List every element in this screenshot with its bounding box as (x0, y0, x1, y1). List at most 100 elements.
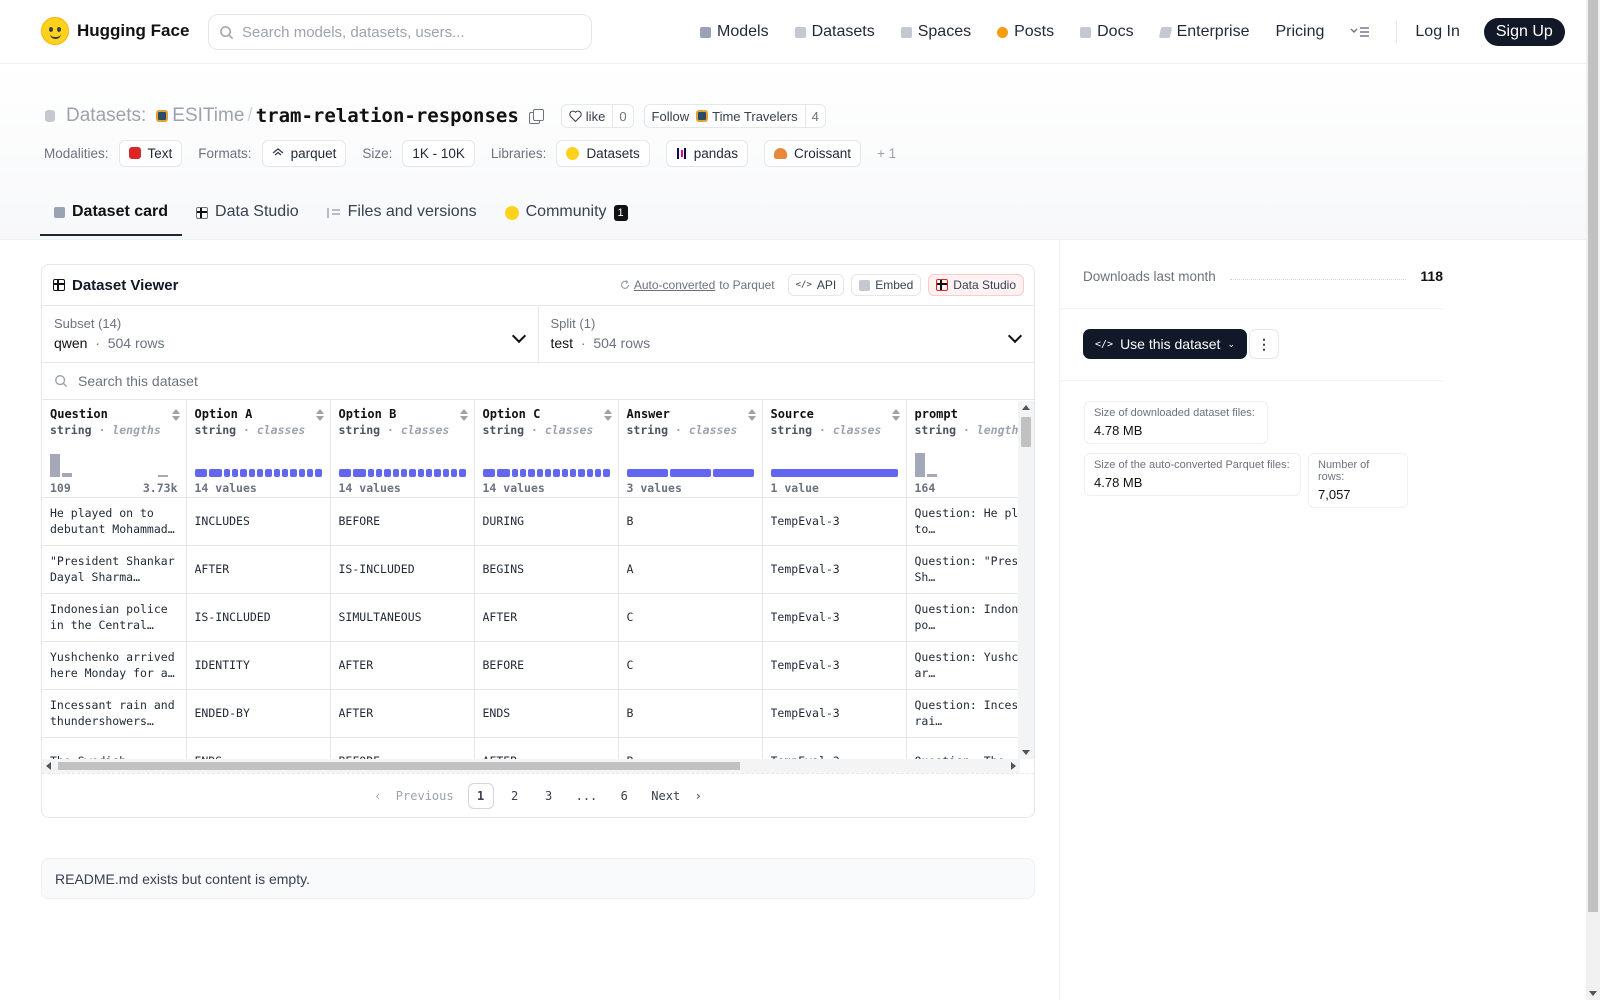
table-cell[interactable]: Question: The (906, 737, 1020, 759)
table-cell[interactable]: AFTER (474, 737, 619, 759)
use-this-dataset-button[interactable]: </> Use this dataset ⌄ (1083, 329, 1247, 359)
class-segment[interactable] (392, 468, 399, 477)
scroll-up-icon[interactable] (1022, 405, 1030, 410)
class-segment[interactable] (248, 468, 255, 477)
class-segment[interactable] (194, 468, 208, 477)
class-segment[interactable] (353, 468, 366, 477)
table-cell[interactable]: Question: He played on to… (906, 497, 1020, 546)
table-cell[interactable]: BEGINS (474, 545, 619, 594)
data-studio-button[interactable]: Data Studio (928, 274, 1024, 296)
table-row[interactable]: "President Shankar Dayal Sharma… AFTER IS-… (42, 545, 1020, 594)
size-tag[interactable]: 1K - 10K (402, 139, 475, 167)
table-cell[interactable]: DURING (474, 497, 619, 546)
page-button[interactable]: 2 (510, 788, 519, 803)
class-segment[interactable] (497, 468, 510, 477)
scroll-right-icon[interactable] (1011, 762, 1016, 770)
table-cell[interactable]: "President Shankar Dayal Sharma… (42, 545, 187, 594)
scroll-thumb[interactable] (1588, 0, 1598, 912)
table-cell[interactable]: SIMULTANEOUS (330, 593, 475, 642)
class-segment[interactable] (536, 468, 543, 477)
signup-button[interactable]: Sign Up (1483, 18, 1565, 46)
class-segment[interactable] (669, 468, 711, 477)
class-segment[interactable] (298, 468, 305, 477)
column-header[interactable]: prompt string · lengths 164 (906, 401, 1020, 498)
table-cell[interactable]: TempEval-3 (762, 593, 907, 642)
class-segment[interactable] (409, 468, 416, 477)
table-row[interactable]: Incessant rain and thundershowers… ENDED-… (42, 689, 1020, 738)
tab-data-studio[interactable]: Data Studio (182, 194, 313, 236)
dataset-name[interactable]: tram-relation-responses (255, 105, 519, 127)
scroll-thumb[interactable] (58, 762, 740, 770)
table-cell[interactable]: He played on to debutant Mohammad… (42, 497, 187, 546)
subset-select[interactable]: Subset (14) qwen · 504 rows (42, 306, 538, 362)
class-segment[interactable] (265, 468, 272, 477)
class-distribution-bar[interactable] (626, 468, 754, 477)
table-cell[interactable]: Question: Incessant rai… (906, 689, 1020, 738)
table-cell[interactable]: IDENTITY (186, 641, 331, 690)
auto-converted-link[interactable]: Auto-converted (633, 278, 716, 292)
class-segment[interactable] (511, 468, 519, 477)
table-cell[interactable]: BEFORE (330, 737, 475, 759)
global-search[interactable] (208, 14, 592, 50)
table-cell[interactable]: ENDS (186, 737, 331, 759)
table-cell[interactable]: Yushchenko arrived here Monday for a… (42, 641, 187, 690)
column-header[interactable]: Source string · classes 1 value (762, 401, 907, 498)
class-segment[interactable] (338, 468, 352, 477)
table-cell[interactable]: The Swedish (42, 737, 187, 759)
table-cell[interactable]: Question: "President Sh… (906, 545, 1020, 594)
nav-enterprise[interactable]: Enterprise (1158, 23, 1249, 41)
hugging-face-logo[interactable]: Hugging Face (41, 17, 189, 45)
sort-icon[interactable] (604, 409, 612, 421)
sort-icon[interactable] (316, 409, 324, 421)
column-header[interactable]: Question string · lengths 109 3.73k (42, 401, 187, 498)
table-cell[interactable]: B (618, 737, 763, 759)
scroll-down-icon[interactable] (1022, 750, 1030, 755)
class-segment[interactable] (417, 468, 424, 477)
class-segment[interactable] (367, 468, 375, 477)
class-segment[interactable] (257, 468, 264, 477)
follow-button[interactable]: Follow Time Travelers 4 (643, 104, 826, 128)
class-segment[interactable] (482, 468, 496, 477)
login-link[interactable]: Log In (1415, 23, 1460, 40)
histogram-bar[interactable] (62, 473, 72, 477)
library-tag-datasets[interactable]: Datasets (556, 139, 650, 167)
page-scrollbar[interactable] (1586, 0, 1600, 1000)
class-segment[interactable] (209, 468, 222, 477)
class-distribution-bar[interactable] (770, 468, 898, 477)
datasets-breadcrumb[interactable]: Datasets: (66, 105, 147, 126)
class-segment[interactable] (223, 468, 231, 477)
class-segment[interactable] (315, 468, 322, 477)
owner-link[interactable]: ESITime (156, 105, 244, 127)
format-tag[interactable]: parquet (261, 139, 347, 167)
embed-button[interactable]: Embed (851, 274, 922, 296)
table-cell[interactable]: AFTER (474, 593, 619, 642)
class-segment[interactable] (232, 468, 239, 477)
table-cell[interactable]: C (618, 593, 763, 642)
class-segment[interactable] (520, 468, 527, 477)
sort-icon[interactable] (172, 409, 180, 421)
column-header[interactable]: Answer string · classes 3 values (618, 401, 763, 498)
histogram-bar[interactable] (50, 454, 60, 477)
class-segment[interactable] (712, 468, 754, 477)
table-cell[interactable]: BEFORE (474, 641, 619, 690)
class-segment[interactable] (545, 468, 552, 477)
table-cell[interactable]: TempEval-3 (762, 497, 907, 546)
column-header[interactable]: Option B string · classes 14 values (330, 401, 475, 498)
split-select[interactable]: Split (1) test · 504 rows (537, 306, 1035, 362)
dataset-search[interactable] (42, 363, 1034, 400)
sort-icon[interactable] (460, 409, 468, 421)
more-options-button[interactable]: ⋮ (1249, 329, 1279, 359)
library-tag-croissant[interactable]: Croissant (764, 139, 862, 167)
column-header[interactable]: Option A string · classes 14 values (186, 401, 331, 498)
more-libraries[interactable]: + 1 (877, 145, 897, 161)
table-cell[interactable]: ENDED-BY (186, 689, 331, 738)
class-segment[interactable] (553, 468, 560, 477)
like-button[interactable]: like 0 (560, 104, 634, 128)
tab-community[interactable]: Community 1 (491, 194, 642, 236)
class-segment[interactable] (578, 468, 585, 477)
table-cell[interactable]: AFTER (330, 689, 475, 738)
class-segment[interactable] (586, 468, 593, 477)
sort-icon[interactable] (748, 409, 756, 421)
next-page-button[interactable]: Next › (651, 788, 702, 803)
table-row[interactable]: Indonesian police in the Central… IS-INCL… (42, 593, 1020, 642)
